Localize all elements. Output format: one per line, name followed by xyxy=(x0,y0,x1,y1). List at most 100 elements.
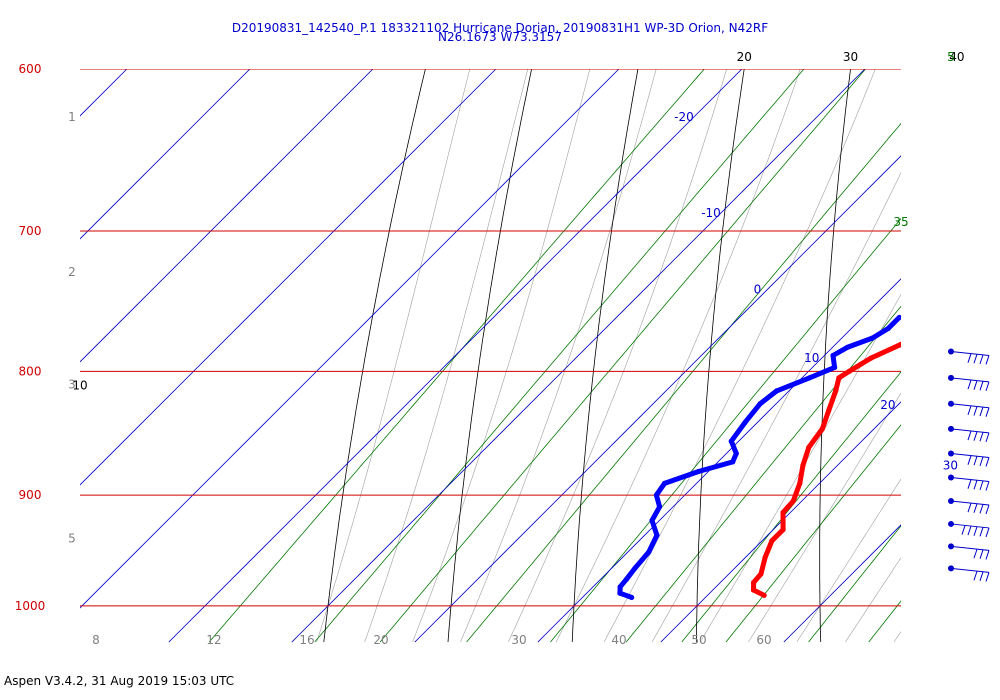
temperature-point xyxy=(780,509,786,516)
bottom-scale-label: 20 xyxy=(373,633,388,647)
wind-barb-flag xyxy=(973,456,978,466)
wind-barb xyxy=(948,400,990,417)
moist-adiabat xyxy=(460,69,657,643)
wind-barb-flag xyxy=(979,571,984,581)
wind-barb xyxy=(948,374,990,392)
temperature-point xyxy=(769,538,775,544)
wind-barb-staff xyxy=(950,523,990,529)
mixing-ratio-line xyxy=(466,122,901,643)
isotherm-label: 0 xyxy=(754,282,762,296)
bottom-scale-label: 16 xyxy=(299,633,314,647)
wind-barb-flag xyxy=(985,457,990,467)
moist-adiabat xyxy=(845,557,901,643)
moist-adiabat xyxy=(651,172,901,643)
isotherm-line xyxy=(80,69,497,486)
dewpoint-point xyxy=(733,450,739,457)
temperature-point xyxy=(897,342,901,348)
dewpoint-point xyxy=(617,584,623,590)
temperature-point xyxy=(800,462,806,469)
height-label: 3 xyxy=(68,377,76,391)
wind-barb-flag xyxy=(979,480,984,491)
height-label: 5 xyxy=(68,532,76,546)
dewpoint-point xyxy=(742,420,748,426)
isotherm-label: 10 xyxy=(804,351,819,365)
wind-barb-flag xyxy=(973,380,978,390)
chart-subtitle: N26.1673 W73.3157 xyxy=(438,30,562,44)
temperature-point xyxy=(797,480,803,487)
temperature-point xyxy=(761,592,767,598)
bottom-scale-label: 60 xyxy=(756,633,771,647)
temperature-point xyxy=(868,355,874,361)
mixing-ratio-line xyxy=(725,424,901,643)
wind-barb-flag xyxy=(985,381,990,392)
moist-adiabat xyxy=(508,69,727,643)
sounding-profiles xyxy=(617,312,956,601)
dewpoint-point xyxy=(844,344,850,351)
dewpoint-point xyxy=(730,459,736,465)
dewpoint-point xyxy=(661,480,668,487)
dewpoint-point xyxy=(757,401,763,407)
wind-barb-flag xyxy=(985,432,990,443)
wind-barb-flag xyxy=(979,456,984,467)
wind-barb-flag xyxy=(979,354,984,365)
isotherm-line xyxy=(783,524,901,643)
isotherm-line xyxy=(80,69,620,609)
temperature-point xyxy=(762,554,768,561)
wind-barb-flag xyxy=(985,481,990,491)
wind-barb-flag xyxy=(979,406,984,417)
wind-barb-flag xyxy=(967,525,972,536)
dewpoint-point xyxy=(832,364,838,371)
temperature-point xyxy=(826,407,832,413)
temperature-point xyxy=(758,571,764,577)
wind-barb xyxy=(948,520,990,538)
temperature-point xyxy=(806,444,812,450)
wind-barb-flag xyxy=(973,431,978,441)
mixing-ratio-label: 5 xyxy=(947,50,955,64)
temperature-point xyxy=(927,329,932,334)
wind-barb xyxy=(948,565,990,582)
wind-barb-flag xyxy=(979,432,984,442)
moist-adiabat xyxy=(796,478,901,643)
wind-barb-staff xyxy=(950,377,990,383)
dewpoint-point xyxy=(654,532,660,538)
wind-barb-flag xyxy=(967,455,972,465)
dry-adiabat-label: 40 xyxy=(949,50,964,64)
temperature-point xyxy=(951,312,956,317)
footer-text: Aspen V3.4.2, 31 Aug 2019 15:03 UTC xyxy=(4,674,235,688)
isotherm-line xyxy=(80,69,251,240)
isotherm-line xyxy=(537,278,901,643)
moist-adiabat xyxy=(893,631,901,643)
height-label: 1 xyxy=(68,110,76,124)
wind-barb xyxy=(948,543,990,560)
dry-adiabat-label: 30 xyxy=(843,50,858,64)
wind-barb xyxy=(948,450,990,467)
isotherm-line xyxy=(0,15,58,642)
dry-adiabat xyxy=(819,69,851,643)
dewpoint-point xyxy=(774,388,780,394)
dry-adiabat-label: 10 xyxy=(72,379,87,393)
dewpoint-point xyxy=(896,314,901,321)
dry-adiabat xyxy=(571,69,639,643)
isotherm-line xyxy=(660,401,901,643)
dewpoint-point xyxy=(885,325,891,332)
wind-barb xyxy=(948,348,990,365)
moist-adiabat xyxy=(555,69,801,643)
wind-barb-flag xyxy=(973,571,978,581)
isotherm-line xyxy=(168,69,743,643)
temperature-point xyxy=(750,587,757,593)
wind-barb-staff xyxy=(950,403,990,409)
temperature-point xyxy=(790,498,796,504)
wind-barb-flag xyxy=(973,549,978,559)
temperature-point xyxy=(836,375,842,381)
wind-barb-staff xyxy=(950,567,990,573)
wind-barb-flag xyxy=(985,527,990,538)
temperature-point xyxy=(750,579,757,586)
dewpoint-point xyxy=(806,375,812,381)
wind-barb-staff xyxy=(950,500,990,506)
bottom-scale-label: 50 xyxy=(691,633,706,647)
wind-barb-staff xyxy=(950,476,990,482)
dewpoint-point xyxy=(646,549,652,555)
wind-barb-flag xyxy=(979,527,984,537)
dry-adiabat xyxy=(696,69,745,642)
dry-adiabat-label: 20 xyxy=(737,50,752,64)
